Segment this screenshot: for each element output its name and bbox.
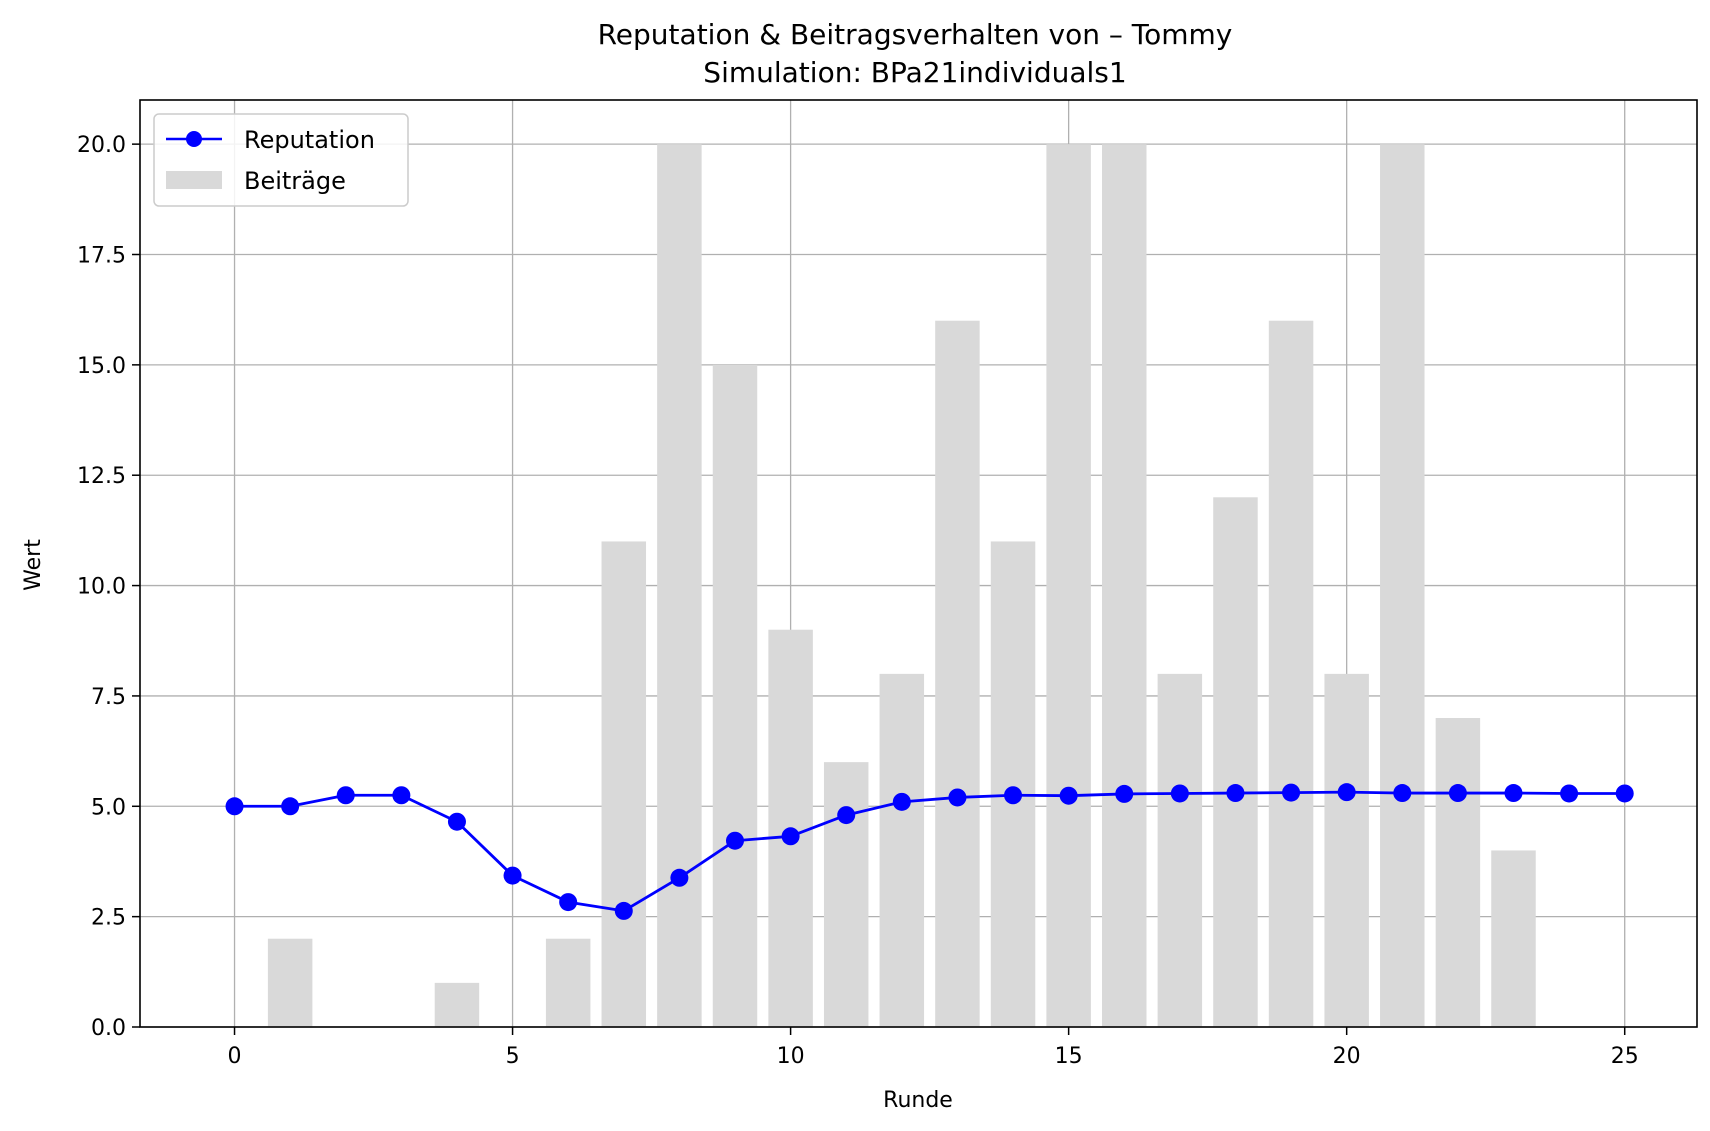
- beitrag-bar-22: [1435, 718, 1481, 1027]
- reputation-point-15: [1059, 786, 1078, 805]
- reputation-point-4: [447, 812, 466, 831]
- beitrag-bar-11: [823, 762, 869, 1027]
- y-tick-label-12.5: 12.5: [77, 464, 126, 489]
- beitrag-bar-20: [1324, 673, 1369, 1027]
- reputation-point-19: [1282, 783, 1301, 802]
- reputation-line-layer: [225, 783, 1634, 920]
- beitrag-bar-6: [545, 938, 591, 1027]
- x-axis-label: Runde: [883, 1088, 953, 1113]
- y-tick-label-15.0: 15.0: [77, 354, 126, 379]
- beitrag-bar-23: [1491, 850, 1536, 1027]
- y-tick-label-20.0: 20.0: [77, 133, 126, 158]
- legend-reputation-label: Reputation: [244, 126, 375, 154]
- reputation-point-5: [503, 866, 522, 885]
- reputation-point-9: [725, 831, 744, 850]
- plot-frame: [139, 99, 1698, 1028]
- reputation-point-6: [559, 893, 578, 912]
- legend-beitraege-label: Beiträge: [244, 167, 346, 195]
- reputation-point-21: [1393, 784, 1412, 803]
- y-axis-label: Wert: [21, 539, 46, 591]
- beitrag-bar-7: [601, 541, 647, 1027]
- reputation-point-24: [1560, 784, 1579, 803]
- x-ticks: 0 5 10 15 20 25: [228, 1027, 1639, 1069]
- legend-reputation-marker: [186, 131, 202, 147]
- reputation-point-14: [1004, 786, 1023, 805]
- reputation-point-12: [892, 792, 911, 811]
- x-tick-label-15: 15: [1055, 1044, 1083, 1069]
- beitrag-bar-9: [712, 364, 758, 1027]
- x-tick-label-20: 20: [1333, 1044, 1361, 1069]
- reputation-point-1: [281, 797, 300, 816]
- y-tick-label-2.5: 2.5: [91, 906, 126, 931]
- reputation-point-8: [670, 868, 689, 887]
- beitrag-bar-12: [879, 673, 925, 1027]
- y-tick-label-0.0: 0.0: [91, 1016, 126, 1041]
- reputation-point-10: [781, 827, 800, 846]
- beitrag-bar-8: [657, 144, 702, 1028]
- bars: [267, 144, 1536, 1028]
- legend-beitraege-swatch: [166, 171, 222, 189]
- y-tick-label-5.0: 5.0: [91, 795, 126, 820]
- x-tick-label-0: 0: [228, 1044, 242, 1069]
- chart-title: Reputation & Beitragsverhalten von – Tom…: [598, 18, 1233, 51]
- beitrag-bar-18: [1213, 497, 1258, 1027]
- beitrag-bar-1: [267, 938, 313, 1027]
- y-tick-label-7.5: 7.5: [91, 685, 126, 710]
- reputation-point-23: [1504, 784, 1523, 803]
- beitrag-bar-13: [935, 320, 980, 1027]
- reputation-point-16: [1115, 784, 1134, 803]
- beitrag-bar-4: [434, 982, 480, 1027]
- x-tick-label-5: 5: [506, 1044, 520, 1069]
- y-tick-label-17.5: 17.5: [77, 244, 126, 269]
- x-tick-label-10: 10: [777, 1044, 805, 1069]
- x-tick-label-25: 25: [1611, 1044, 1639, 1069]
- beitrag-bar-21: [1380, 144, 1425, 1028]
- reputation-point-7: [614, 901, 633, 920]
- reputation-point-20: [1337, 783, 1356, 802]
- reputation-point-18: [1226, 784, 1245, 803]
- reputation-point-3: [392, 786, 411, 805]
- reputation-point-0: [225, 797, 244, 816]
- reputation-point-17: [1170, 784, 1189, 803]
- reputation-point-11: [837, 806, 856, 825]
- y-tick-label-10.0: 10.0: [77, 575, 126, 600]
- beitrag-bar-14: [990, 541, 1036, 1027]
- beitrag-bar-15: [1046, 144, 1091, 1028]
- reputation-point-13: [948, 788, 967, 807]
- y-ticks: 0.0 2.5 5.0 7.5 10.0 12.5 15.0 17.5 20.0: [77, 133, 140, 1041]
- reputation-point-2: [336, 786, 355, 805]
- reputation-point-22: [1448, 784, 1467, 803]
- beitrag-bar-19: [1268, 320, 1314, 1027]
- chart-subtitle: Simulation: BPa21individuals1: [703, 56, 1126, 89]
- beitrag-bar-16: [1102, 144, 1147, 1028]
- legend: Reputation Beiträge: [153, 113, 409, 207]
- beitrag-bar-17: [1157, 673, 1203, 1027]
- reputation-line: [234, 790, 1625, 913]
- reputation-point-25: [1615, 784, 1634, 803]
